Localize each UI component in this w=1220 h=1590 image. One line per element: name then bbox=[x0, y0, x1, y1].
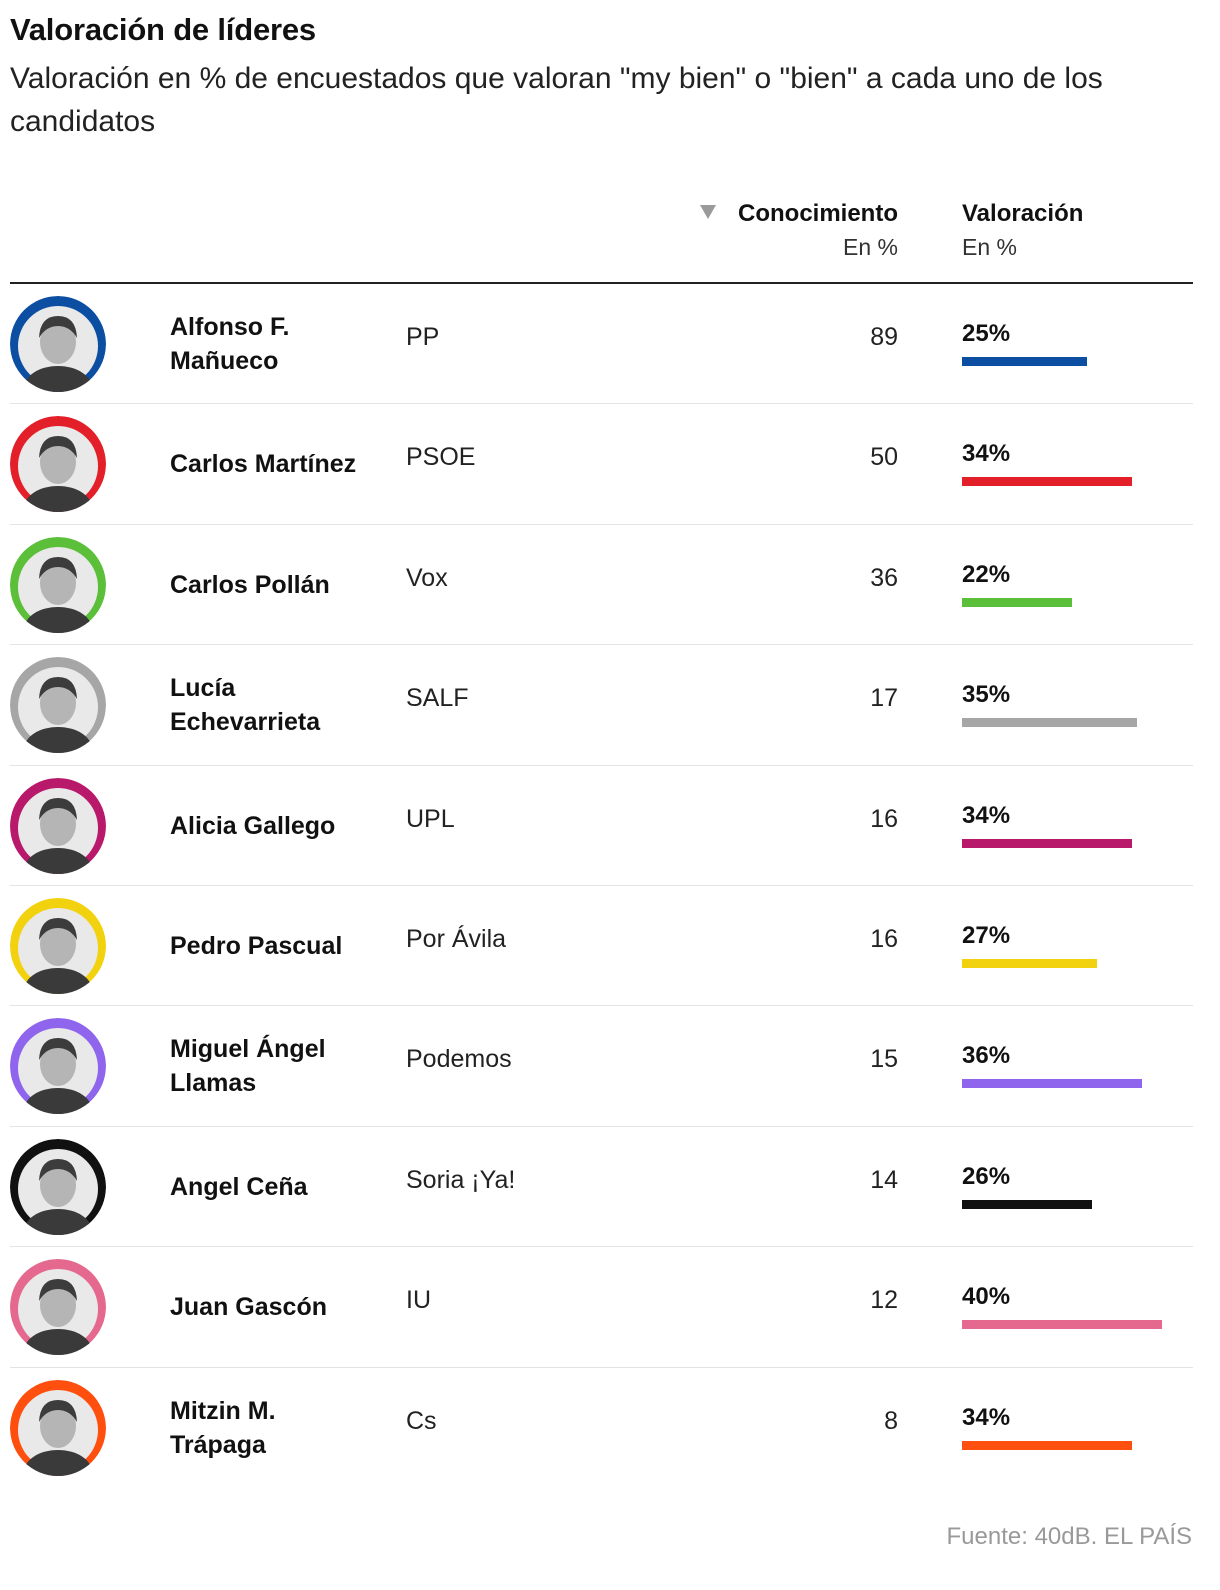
table-row: Angel Ceña Soria ¡Ya! 14 26% bbox=[10, 1127, 1193, 1248]
party-label: Vox bbox=[406, 563, 448, 592]
chart-subtitle: Valoración en % de encuestados que valor… bbox=[10, 62, 1103, 138]
source-note: Fuente: 40dB. EL PAÍS bbox=[946, 1523, 1192, 1550]
party-label: PP bbox=[406, 323, 440, 351]
chart-title: Valoración de líderes bbox=[10, 12, 316, 47]
valoracion-label: 34% bbox=[962, 1403, 1011, 1431]
valoracion-label: 27% bbox=[962, 921, 1011, 949]
candidate-photo bbox=[10, 897, 106, 994]
table-row: Carlos Pollán Vox 36 22% bbox=[10, 525, 1193, 646]
candidate-photo bbox=[10, 1259, 106, 1356]
valoracion-bar bbox=[962, 718, 1137, 728]
table-row: Mitzin M. Trápaga Cs 8 34% bbox=[10, 1368, 1193, 1488]
conocimiento-value: 16 bbox=[870, 924, 898, 953]
candidate-photo bbox=[10, 777, 106, 874]
table-row: Lucía Echevarrieta SALF 17 35% bbox=[10, 645, 1193, 766]
candidate-photo bbox=[10, 416, 106, 513]
valoracion-label: 34% bbox=[962, 440, 1011, 468]
column-unit-conocimiento: En % bbox=[843, 234, 898, 260]
party-label: Por Ávila bbox=[406, 924, 507, 953]
valoracion-label: 34% bbox=[962, 801, 1011, 829]
candidate-photo bbox=[10, 1138, 106, 1235]
candidate-name: Pedro Pascual bbox=[170, 931, 343, 960]
column-title-conocimiento: Conocimiento bbox=[738, 200, 898, 227]
valoracion-bar bbox=[962, 357, 1087, 366]
column-title-valoracion: Valoración bbox=[962, 200, 1084, 227]
table-row: Carlos Martínez PSOE 50 34% bbox=[10, 404, 1193, 525]
table-row: Alicia Gallego UPL 16 34% bbox=[10, 766, 1193, 886]
candidate-name: Angel Ceña bbox=[170, 1172, 308, 1201]
candidate-name: Alicia Gallego bbox=[170, 811, 336, 840]
conocimiento-value: 8 bbox=[884, 1406, 898, 1435]
valoracion-bar bbox=[962, 958, 1097, 968]
valoracion-bar bbox=[962, 1320, 1162, 1330]
table-row: Pedro Pascual Por Ávila 16 27% bbox=[10, 886, 1193, 1007]
valoracion-label: 35% bbox=[962, 681, 1011, 709]
table-row: Juan Gascón IU 12 40% bbox=[10, 1247, 1193, 1368]
valoracion-bar bbox=[962, 1440, 1132, 1450]
valoracion-bar bbox=[962, 838, 1132, 848]
party-label: SALF bbox=[406, 684, 469, 713]
party-label: Cs bbox=[406, 1406, 437, 1435]
candidate-name: Alfonso F. Mañueco bbox=[170, 313, 290, 375]
valoracion-label: 36% bbox=[962, 1042, 1011, 1070]
candidate-photo bbox=[10, 657, 106, 754]
valoracion-bar bbox=[962, 1199, 1092, 1209]
conocimiento-value: 15 bbox=[870, 1045, 898, 1074]
valoracion-bar bbox=[962, 597, 1072, 607]
conocimiento-value: 14 bbox=[870, 1165, 898, 1194]
header-divider bbox=[10, 282, 1193, 284]
candidates-table-body: Alfonso F. Mañueco PP 89 25% Carlos Martínez… bbox=[10, 284, 1193, 1488]
conocimiento-value: 89 bbox=[870, 323, 898, 351]
party-label: Soria ¡Ya! bbox=[406, 1165, 516, 1194]
valoracion-label: 26% bbox=[962, 1162, 1011, 1190]
table-row: Alfonso F. Mañueco PP 89 25% bbox=[10, 284, 1193, 405]
sort-descending-icon bbox=[700, 205, 716, 219]
candidate-name: Carlos Martínez bbox=[170, 450, 357, 479]
party-label: UPL bbox=[406, 804, 455, 833]
conocimiento-value: 36 bbox=[870, 563, 898, 592]
valoracion-bar bbox=[962, 477, 1132, 487]
conocimiento-value: 17 bbox=[870, 684, 898, 713]
column-unit-valoracion: En % bbox=[962, 234, 1017, 260]
valoracion-label: 25% bbox=[962, 320, 1011, 347]
candidate-photo bbox=[10, 1018, 106, 1115]
candidate-name: Juan Gascón bbox=[170, 1293, 327, 1322]
candidate-photo bbox=[10, 296, 106, 392]
table-row: Miguel Ángel Llamas Podemos 15 36% bbox=[10, 1006, 1193, 1127]
conocimiento-value: 12 bbox=[870, 1286, 898, 1315]
candidate-name: Miguel Ángel Llamas bbox=[170, 1035, 326, 1098]
party-label: Podemos bbox=[406, 1045, 512, 1074]
column-header-conocimiento[interactable]: Conocimiento En % bbox=[700, 200, 898, 261]
conocimiento-value: 50 bbox=[870, 443, 898, 472]
valoracion-label: 22% bbox=[962, 560, 1011, 588]
valoracion-label: 40% bbox=[962, 1283, 1011, 1311]
candidate-photo bbox=[10, 1379, 106, 1476]
conocimiento-value: 16 bbox=[870, 804, 898, 833]
party-label: IU bbox=[406, 1286, 431, 1315]
candidate-photo bbox=[10, 536, 106, 633]
party-label: PSOE bbox=[406, 443, 476, 472]
candidate-name: Lucía Echevarrieta bbox=[170, 674, 321, 737]
candidate-name: Carlos Pollán bbox=[170, 570, 330, 599]
column-header-valoracion[interactable]: Valoración En % bbox=[962, 200, 1182, 261]
candidate-name: Mitzin M. Trápaga bbox=[170, 1396, 276, 1459]
valoracion-bar bbox=[962, 1079, 1142, 1089]
